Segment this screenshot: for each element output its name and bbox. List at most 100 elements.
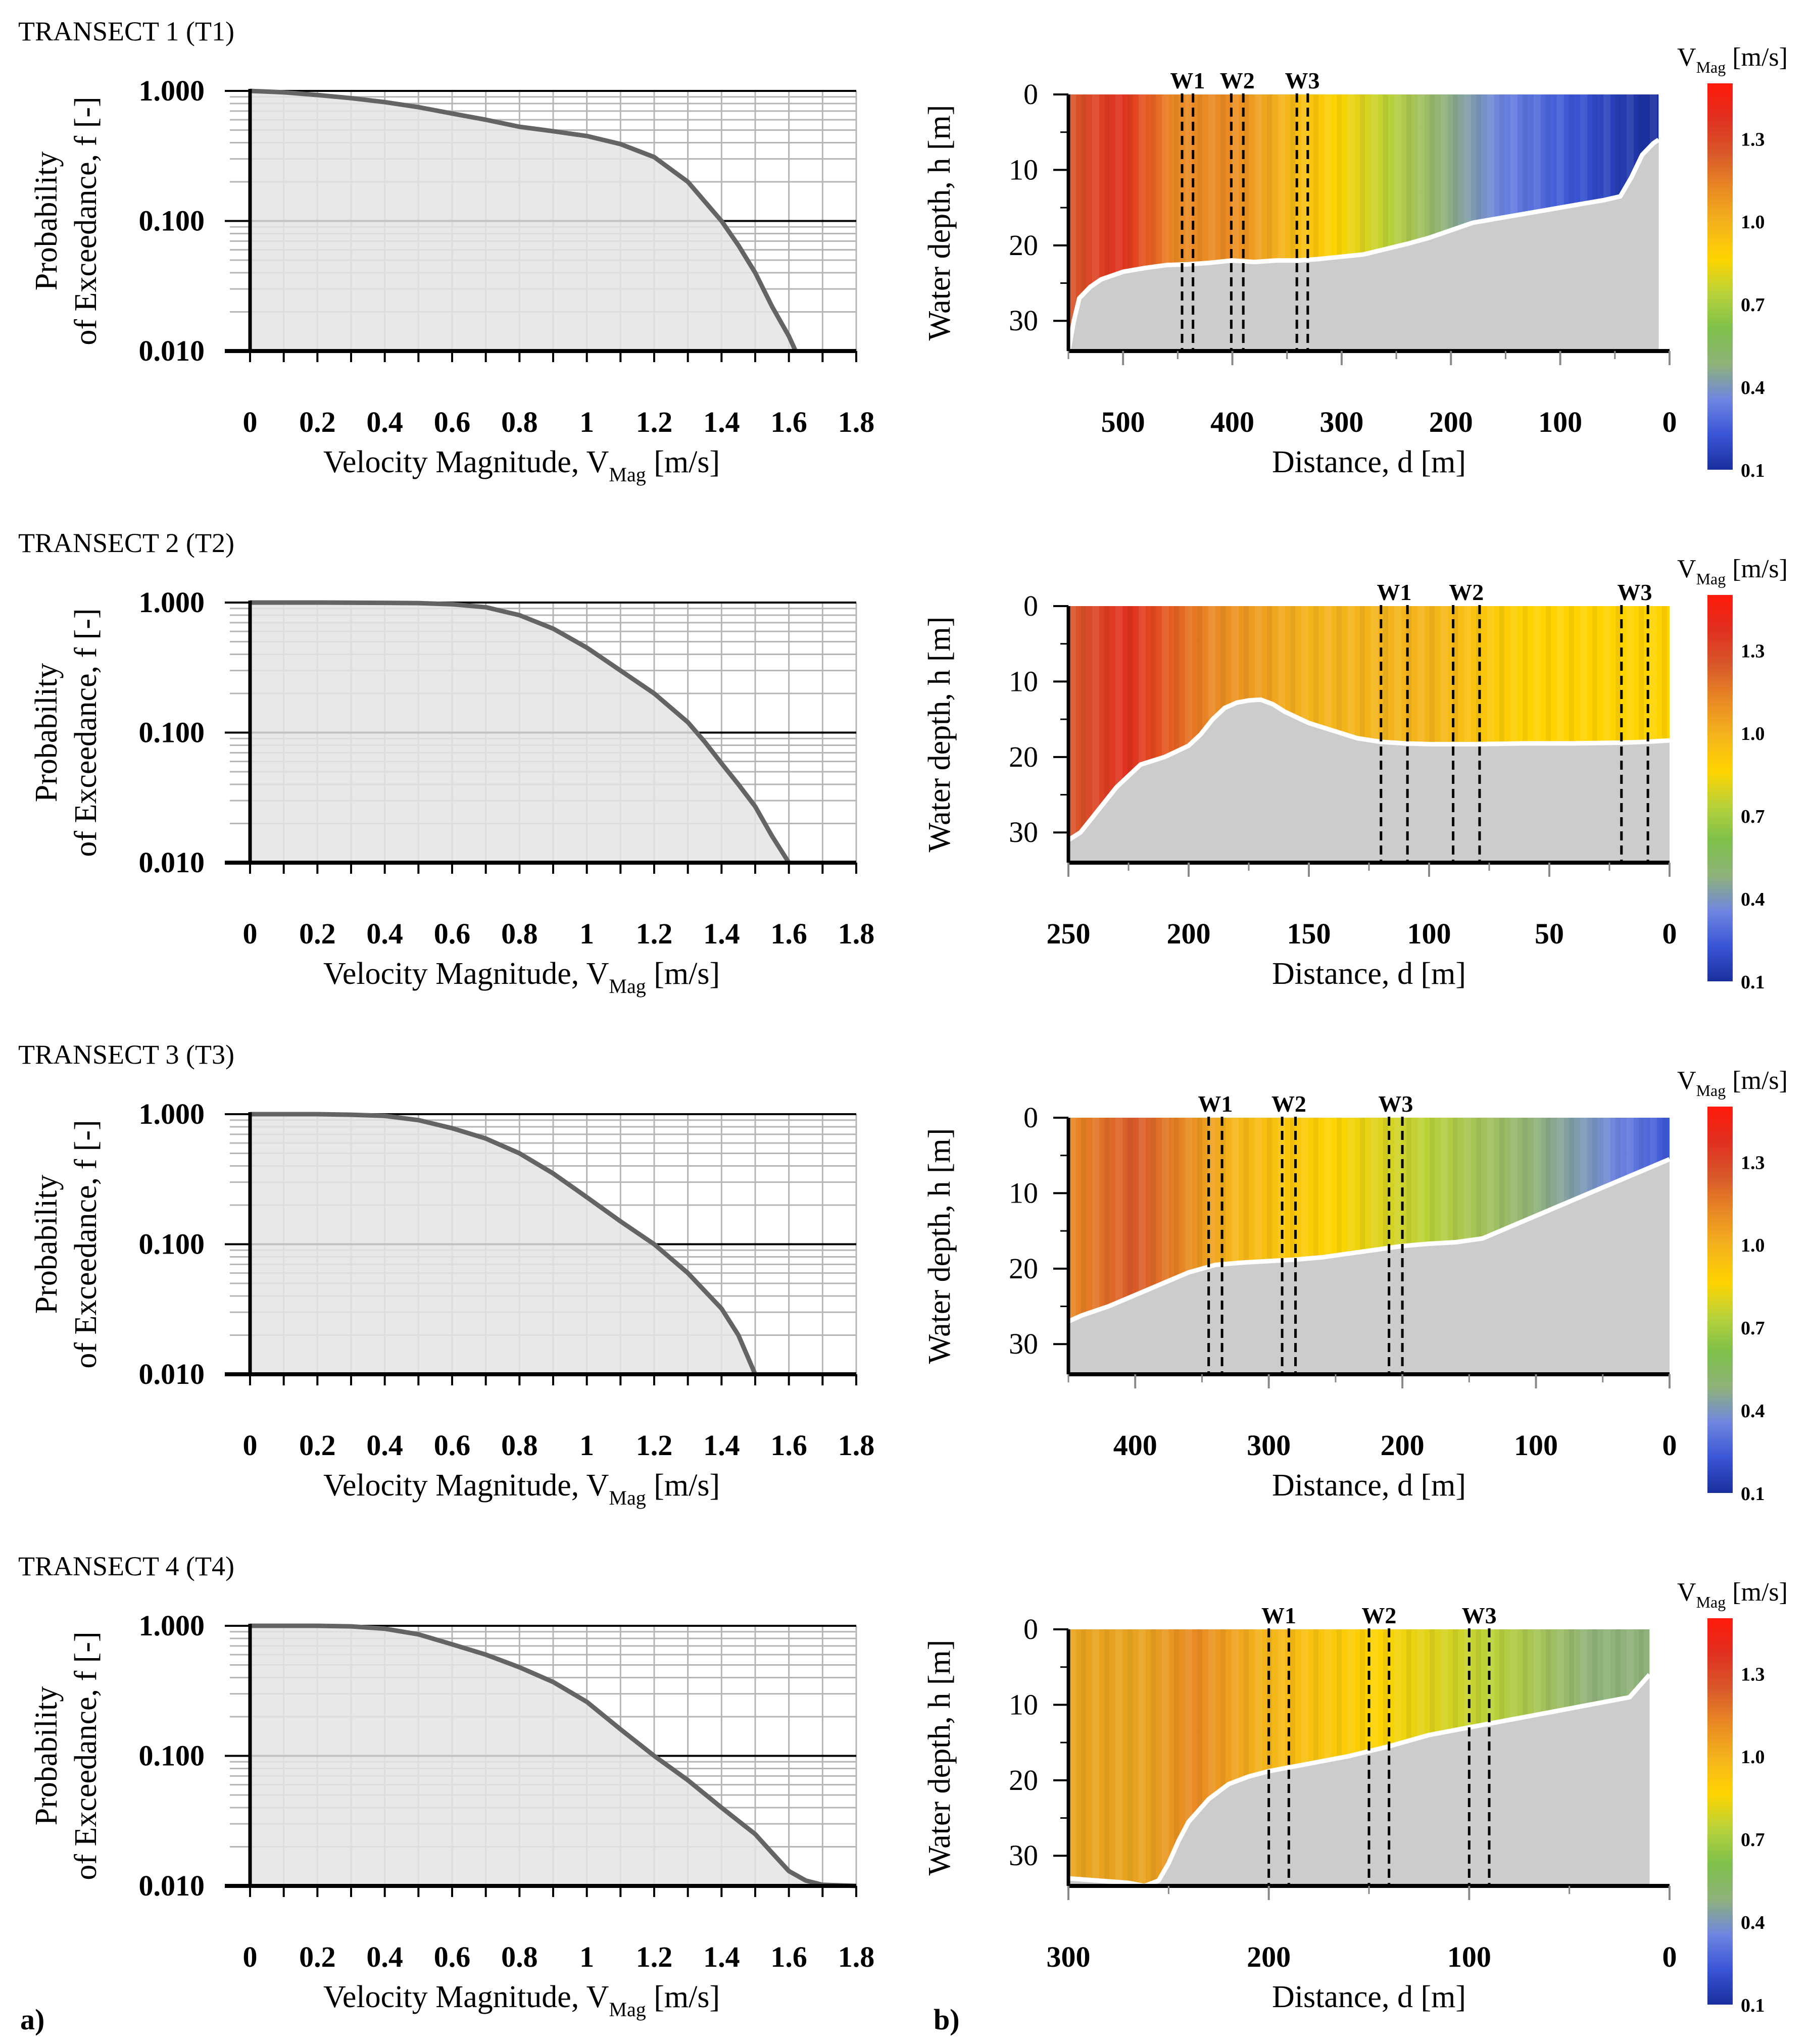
well-label-w2: W2 <box>1361 1603 1396 1628</box>
colorbar-title: VMag [m/s] <box>1677 1578 1788 1611</box>
x-tick-label: 1.2 <box>636 1940 673 1973</box>
x-tick-label: 0 <box>243 1429 258 1462</box>
colorbar-title-main: V <box>1677 1066 1696 1095</box>
y-tick-label: 0.010 <box>139 334 205 367</box>
x-tick-label: 400 <box>1210 406 1254 438</box>
x-tick-label: 0.4 <box>366 406 403 438</box>
x-axis-label-sub: Mag <box>609 1998 646 2021</box>
colorbar-tick-label: 0.1 <box>1741 1483 1765 1505</box>
colorbar-tick-label: 1.0 <box>1741 723 1765 744</box>
y-tick-label: 0.010 <box>139 1358 205 1390</box>
colorbar-tick-label: 1.0 <box>1741 212 1765 233</box>
x-tick-label: 1.4 <box>703 1429 740 1462</box>
transect-title: TRANSECT 4 (T4) <box>18 1551 234 1581</box>
colorbar-title: VMag [m/s] <box>1677 555 1788 588</box>
colorbar-title-main: V <box>1677 555 1696 583</box>
x-tick-label: 1 <box>579 1940 594 1973</box>
riverbed-line <box>1066 137 1660 352</box>
well-label-w2: W2 <box>1271 1091 1306 1117</box>
x-axis-label: Velocity Magnitude, VMag [m/s] <box>323 957 720 998</box>
y-tick-label: 10 <box>1009 1688 1038 1721</box>
y-tick-label: 20 <box>1009 740 1038 773</box>
x-axis-label: Distance, d [m] <box>1272 445 1466 479</box>
colorbar-tick-label: 0.1 <box>1741 460 1765 481</box>
y-tick-label: 0.100 <box>139 205 205 237</box>
riverbed <box>1068 1674 1650 1887</box>
colorbar <box>1707 595 1733 981</box>
transect-title: TRANSECT 2 (T2) <box>18 528 234 558</box>
colorbar <box>1707 1618 1733 2005</box>
y-tick-label: 10 <box>1009 153 1038 186</box>
colorbar-title-unit: [m/s] <box>1726 1066 1788 1095</box>
x-tick-label: 500 <box>1101 406 1145 438</box>
y-axis-label: Water depth, h [m] <box>922 105 957 341</box>
x-tick-label: 300 <box>1047 1940 1091 1973</box>
colorbar-tick-label: 1.3 <box>1741 1152 1765 1173</box>
y-tick-label: 20 <box>1009 1764 1038 1797</box>
x-tick-label: 100 <box>1407 917 1451 950</box>
x-axis-label-unit: [m/s] <box>646 445 720 479</box>
x-tick-label: 1.4 <box>703 917 740 950</box>
exceedance-curve <box>250 1623 857 1888</box>
x-axis-label-unit: [m/s] <box>646 1980 720 2014</box>
x-axis-label-sub: Mag <box>609 463 646 486</box>
x-tick-label: 0.2 <box>299 1940 336 1973</box>
x-tick-label: 300 <box>1319 406 1363 438</box>
curve-area <box>250 91 796 351</box>
y-axis-label: Water depth, h [m] <box>922 1128 957 1364</box>
x-tick-label: 0 <box>243 917 258 950</box>
y-tick-label: 0 <box>1023 1101 1038 1134</box>
x-tick-label: 100 <box>1538 406 1582 438</box>
y-axis-label-line1: Probability <box>29 152 64 291</box>
y-tick-label: 0.100 <box>139 716 205 749</box>
x-tick-label: 0.8 <box>501 1429 538 1462</box>
well-label-w1: W1 <box>1198 1091 1233 1117</box>
x-tick-label: 300 <box>1247 1429 1291 1462</box>
x-tick-label: 1.8 <box>838 406 875 438</box>
well-label-w1: W1 <box>1377 579 1411 605</box>
x-tick-label: 0.2 <box>299 917 336 950</box>
x-axis-label-main: Velocity Magnitude, V <box>323 1980 609 2014</box>
x-tick-label: 0.2 <box>299 406 336 438</box>
colorbar <box>1707 1107 1733 1493</box>
y-axis-label-line2: of Exceedance, f [-] <box>69 1120 103 1368</box>
colorbar-title-main: V <box>1677 1578 1696 1607</box>
x-tick-label: 0.6 <box>434 1429 471 1462</box>
x-tick-label: 0 <box>243 1940 258 1973</box>
x-tick-label: 1.8 <box>838 1940 875 1973</box>
exceedance-curve <box>250 1112 758 1375</box>
x-axis-label: Velocity Magnitude, VMag [m/s] <box>323 445 720 486</box>
y-tick-label: 0 <box>1023 589 1038 622</box>
colorbar-tick-label: 1.3 <box>1741 129 1765 150</box>
x-tick-label: 1.6 <box>770 1940 807 1973</box>
colorbar-title-sub: Mag <box>1696 58 1726 76</box>
colorbar-tick-label: 1.0 <box>1741 1747 1765 1768</box>
y-tick-label: 0.100 <box>139 1739 205 1772</box>
curve-area <box>250 603 789 863</box>
y-axis-label: Water depth, h [m] <box>922 1640 957 1876</box>
x-axis-label: Distance, d [m] <box>1272 957 1466 991</box>
y-tick-label: 30 <box>1009 816 1038 849</box>
riverbed <box>1068 1159 1670 1375</box>
x-tick-label: 200 <box>1381 1429 1425 1462</box>
x-tick-label: 1.6 <box>770 1429 807 1462</box>
riverbed <box>1068 139 1659 352</box>
colorbar-tick-label: 1.0 <box>1741 1235 1765 1256</box>
well-label-w3: W3 <box>1285 68 1320 93</box>
curve-area <box>250 1626 856 1886</box>
x-tick-label: 0.6 <box>434 406 471 438</box>
colorbar-tick-label: 1.3 <box>1741 640 1765 662</box>
x-axis-label: Velocity Magnitude, VMag [m/s] <box>323 1980 720 2021</box>
exceedance-curve <box>250 600 791 864</box>
exceedance-curve <box>250 88 798 352</box>
y-axis-label-line2: of Exceedance, f [-] <box>69 96 103 345</box>
well-label-w2: W2 <box>1220 68 1255 93</box>
x-axis-label-unit: [m/s] <box>646 957 720 991</box>
y-axis-label-line1: Probability <box>29 663 64 803</box>
y-tick-label: 0 <box>1023 1613 1038 1646</box>
x-tick-label: 0 <box>1662 1429 1677 1462</box>
well-label-w1: W1 <box>1261 1603 1296 1628</box>
colorbar-title-sub: Mag <box>1696 1593 1726 1611</box>
